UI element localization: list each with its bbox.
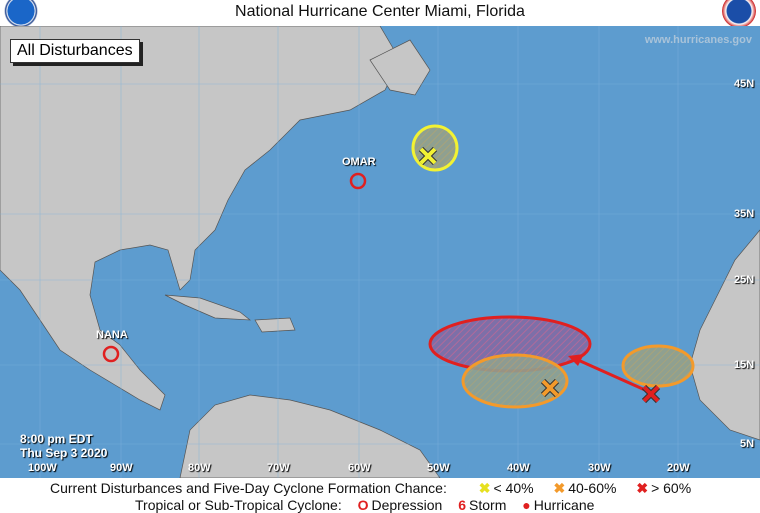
lon-label: 80W <box>188 462 211 474</box>
timestamp: 8:00 pm EDT Thu Sep 3 2020 <box>20 432 107 460</box>
timestamp-time: 8:00 pm EDT <box>20 432 93 446</box>
lat-label: 15N <box>734 359 755 371</box>
north-america <box>0 26 401 411</box>
lon-label: 50W <box>427 462 450 474</box>
lon-label: 90W <box>110 462 133 474</box>
formation-label: Current Disturbances and Five-Day Cyclon… <box>50 480 447 496</box>
x-high-icon: ✖ <box>636 480 649 496</box>
depression-icon: O <box>357 497 369 513</box>
grid <box>0 26 760 478</box>
track-arrow <box>568 354 646 392</box>
x-medium-icon: ✖ <box>553 480 566 496</box>
nws-logo <box>722 0 756 28</box>
lat-label: 35N <box>734 208 755 220</box>
timestamp-date: Thu Sep 3 2020 <box>20 446 108 460</box>
header: National Hurricane Center Miami, Florida <box>0 0 760 28</box>
storm-label-nana: NANA <box>96 329 128 341</box>
legend-storm: Storm <box>469 497 507 513</box>
lat-label: 5N <box>740 438 755 450</box>
legend-high: > 60% <box>651 480 692 496</box>
hurricane-icon: ● <box>522 497 531 513</box>
lon-label: 70W <box>267 462 290 474</box>
lon-label: 60W <box>348 462 371 474</box>
noaa-logo <box>4 0 38 28</box>
legend-depression: Depression <box>371 497 443 513</box>
cuba <box>164 294 252 321</box>
lon-label: 40W <box>507 462 530 474</box>
land <box>0 26 760 478</box>
newfoundland <box>369 39 431 96</box>
lat-label: 25N <box>734 274 755 286</box>
legend-medium: 40-60% <box>568 480 617 496</box>
hispaniola <box>254 317 296 333</box>
disturbance-area-low[interactable] <box>411 124 459 172</box>
map <box>0 26 760 478</box>
x-low-icon: ✖ <box>478 480 491 496</box>
lon-label: 100W <box>28 462 57 474</box>
x-marker-low-icon[interactable] <box>418 146 438 166</box>
storm-icon: 6 <box>458 497 467 513</box>
legend: Current Disturbances and Five-Day Cyclon… <box>0 478 760 513</box>
page-title: National Hurricane Center Miami, Florida <box>235 3 525 20</box>
disturbance-area-medium-2[interactable] <box>621 344 695 388</box>
cyclone-label: Tropical or Sub-Tropical Cyclone: <box>135 497 342 513</box>
south-america <box>179 394 441 478</box>
legend-hurricane: Hurricane <box>533 497 595 513</box>
watermark: www.hurricanes.gov <box>644 34 752 46</box>
lon-label: 20W <box>667 462 690 474</box>
lon-label: 30W <box>588 462 611 474</box>
product-label: All Disturbances <box>10 39 140 63</box>
storm-nana-depression-icon[interactable] <box>102 345 120 363</box>
x-marker-high-icon[interactable] <box>641 384 661 404</box>
storm-omar-depression-icon[interactable] <box>349 172 367 190</box>
x-marker-medium-icon[interactable] <box>540 378 560 398</box>
storm-label-omar: OMAR <box>342 156 376 168</box>
disturbance-area-medium-1[interactable] <box>461 353 569 409</box>
lat-label: 45N <box>734 78 755 90</box>
legend-low: < 40% <box>493 480 534 496</box>
